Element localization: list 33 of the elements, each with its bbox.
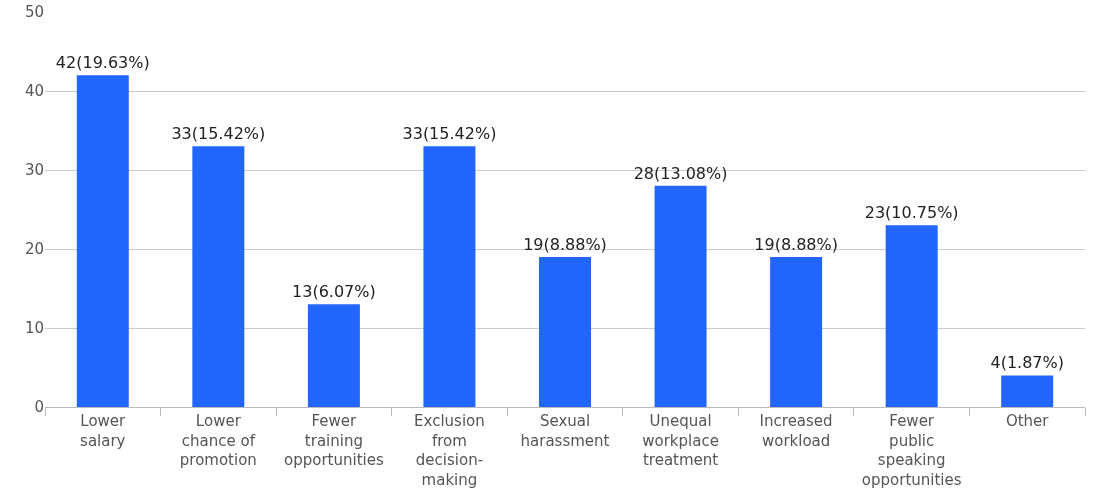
data-label: 28(13.08%) [633,163,728,183]
data-label: 33(15.42%) [402,124,497,144]
x-tick-label: Lower salary [80,412,127,450]
x-tick-label: Fewer public speaking opportunities [861,412,962,489]
y-tick-label: 10 [24,319,44,338]
y-tick-label: 30 [24,161,44,180]
bar [76,75,129,407]
bar [885,225,938,407]
x-tick-label: Increased workload [759,412,833,450]
x-tick-label: Fewer training opportunities [284,412,384,469]
y-tick-label: 50 [24,3,44,22]
data-label: 4(1.87%) [990,353,1064,373]
x-tick-label: Lower chance of promotion [179,412,257,469]
data-label: 13(6.07%) [292,282,376,302]
bar [539,256,591,407]
bar [192,146,245,407]
bar [1001,375,1054,407]
data-label: 42(19.63%) [55,53,150,73]
x-tick-label: Sexual harassment [520,412,610,450]
x-tick-label: Other [1005,412,1050,430]
bar [423,146,476,407]
data-label: 23(10.75%) [864,203,959,223]
bar [307,304,360,407]
bar [770,256,823,407]
data-label: 19(8.88%) [754,234,838,254]
data-label: 19(8.88%) [523,234,607,254]
y-tick-label: 20 [24,240,44,259]
y-tick-label: 0 [34,398,44,417]
bar [654,185,707,407]
x-tick-label: Exclusion from decision-making [414,412,485,489]
y-tick-label: 40 [24,82,44,101]
x-tick-label: Unequal workplace treatment [642,412,719,469]
data-label: 33(15.42%) [171,124,266,144]
